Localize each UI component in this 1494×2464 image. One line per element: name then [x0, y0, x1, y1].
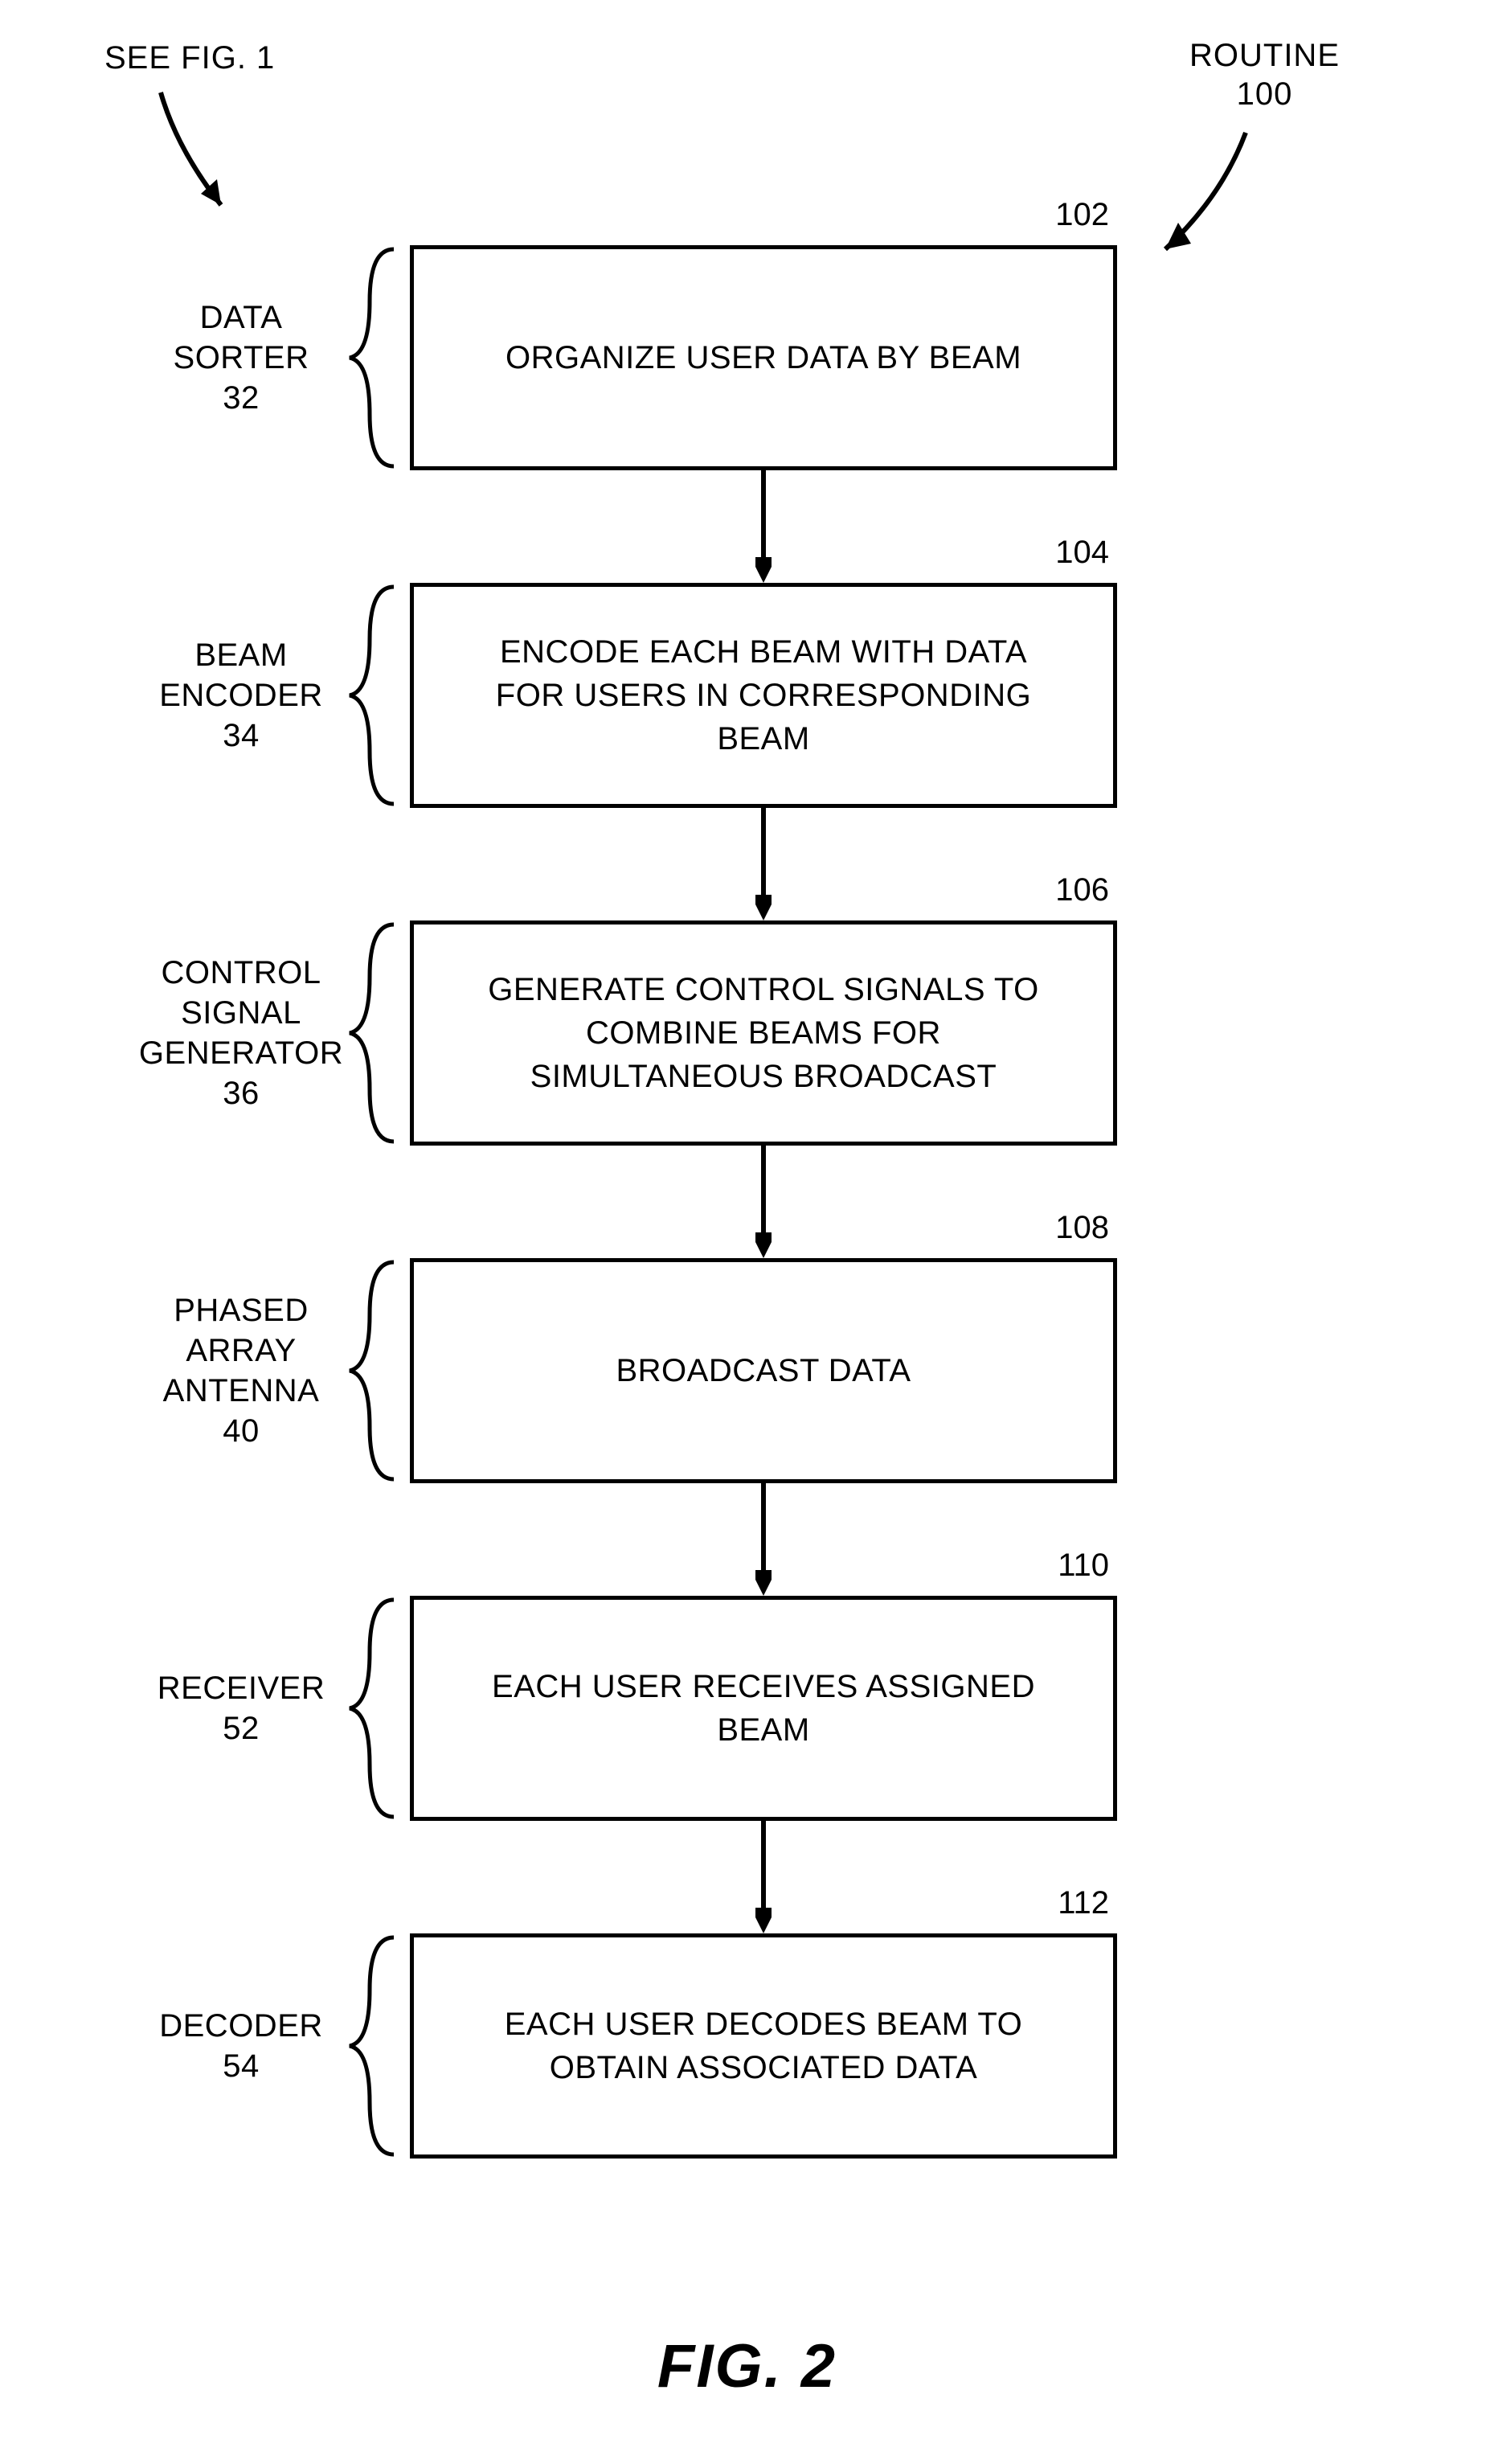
side-label-num: 54 [223, 2048, 260, 2084]
header-left: SEE FIG. 1 [104, 40, 275, 76]
side-label-line: CONTROL [161, 955, 321, 990]
side-label-line: ANTENNA [163, 1373, 320, 1408]
box-text: EACH USER DECODES BEAM TO OBTAIN ASSOCIA… [462, 2003, 1065, 2089]
box-number: 104 [410, 535, 1117, 571]
side-label-line: DATA [200, 300, 283, 335]
side-label-line: BEAM [194, 638, 287, 673]
box-text: ENCODE EACH BEAM WITH DATA FOR USERS IN … [462, 630, 1065, 761]
flow-step: CONTROL SIGNAL GENERATOR 36 106 GENERATE… [137, 920, 1141, 1146]
flow-box: GENERATE CONTROL SIGNALS TO COMBINE BEAM… [410, 920, 1117, 1146]
side-label-num: 36 [223, 1076, 260, 1111]
flow-step: BEAM ENCODER 34 104 ENCODE EACH BEAM WIT… [137, 583, 1141, 808]
side-label-line: ARRAY [186, 1333, 296, 1368]
side-label-num: 40 [223, 1413, 260, 1449]
flow-box: EACH USER RECEIVES ASSIGNED BEAM [410, 1596, 1117, 1821]
side-label-num: 34 [223, 718, 260, 753]
side-label-num: 32 [223, 380, 260, 416]
flow-step: DECODER 54 112 EACH USER DECODES BEAM TO… [137, 1933, 1141, 2159]
pointer-arrow-right-icon [1117, 125, 1278, 277]
side-label-line: DECODER [159, 2008, 323, 2044]
side-label-line: SORTER [174, 340, 309, 375]
box-number: 110 [410, 1548, 1117, 1584]
box-text: BROADCAST DATA [616, 1349, 911, 1392]
flow-step: DATA SORTER 32 102 ORGANIZE USER DATA BY… [137, 245, 1141, 470]
header-right: ROUTINE 100 [1189, 36, 1340, 113]
flow-box: ORGANIZE USER DATA BY BEAM [410, 245, 1117, 470]
box-number: 102 [410, 197, 1117, 233]
box-text: GENERATE CONTROL SIGNALS TO COMBINE BEAM… [462, 968, 1065, 1098]
flow-step: RECEIVER 52 110 EACH USER RECEIVES ASSIG… [137, 1596, 1141, 1821]
brace-icon [346, 1596, 402, 1821]
step-side-label: RECEIVER 52 [137, 1596, 346, 1821]
brace-icon [346, 1258, 402, 1483]
box-text: EACH USER RECEIVES ASSIGNED BEAM [462, 1665, 1065, 1752]
brace-icon [346, 583, 402, 808]
header-left-text: SEE FIG. 1 [104, 40, 275, 76]
brace-icon [346, 245, 402, 470]
box-text: ORGANIZE USER DATA BY BEAM [506, 336, 1021, 379]
header-right-line1: ROUTINE [1189, 36, 1340, 75]
step-side-label: CONTROL SIGNAL GENERATOR 36 [137, 920, 346, 1146]
flow-box: ENCODE EACH BEAM WITH DATA FOR USERS IN … [410, 583, 1117, 808]
step-side-label: DATA SORTER 32 [137, 245, 346, 470]
flowchart: DATA SORTER 32 102 ORGANIZE USER DATA BY… [137, 245, 1141, 2159]
brace-icon [346, 920, 402, 1146]
side-label-line: SIGNAL [181, 995, 301, 1031]
flow-box: BROADCAST DATA [410, 1258, 1117, 1483]
brace-icon [346, 1933, 402, 2159]
box-number: 106 [410, 872, 1117, 908]
pointer-arrow-left-icon [145, 84, 289, 237]
figure-caption: FIG. 2 [0, 2331, 1494, 2401]
step-side-label: PHASED ARRAY ANTENNA 40 [137, 1258, 346, 1483]
header-right-line2: 100 [1189, 75, 1340, 113]
step-side-label: BEAM ENCODER 34 [137, 583, 346, 808]
side-label-num: 52 [223, 1711, 260, 1746]
flow-step: PHASED ARRAY ANTENNA 40 108 BROADCAST DA… [137, 1258, 1141, 1483]
side-label-line: GENERATOR [139, 1035, 343, 1071]
side-label-line: ENCODER [159, 678, 323, 713]
side-label-line: RECEIVER [158, 1671, 325, 1706]
box-number: 112 [410, 1885, 1117, 1921]
step-side-label: DECODER 54 [137, 1933, 346, 2159]
side-label-line: PHASED [174, 1293, 309, 1328]
box-number: 108 [410, 1210, 1117, 1246]
flow-box: EACH USER DECODES BEAM TO OBTAIN ASSOCIA… [410, 1933, 1117, 2159]
